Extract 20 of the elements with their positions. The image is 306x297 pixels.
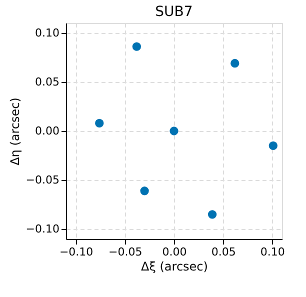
x-tick-label: 0.10 <box>260 246 285 258</box>
point <box>268 141 278 150</box>
point <box>208 210 217 219</box>
y-tick-label: 0.05 <box>35 75 60 88</box>
x-tick-label: −0.10 <box>59 246 94 258</box>
point <box>132 42 142 51</box>
x-tick-label: −0.05 <box>108 246 142 258</box>
x-tick-label: 0.05 <box>211 246 236 258</box>
point <box>140 186 149 196</box>
y-tick-label: −0.10 <box>26 222 60 236</box>
y-tick-label: 0.00 <box>35 124 60 138</box>
chart-title: SUB7 <box>155 4 193 20</box>
point <box>95 118 104 128</box>
x-tick-label: 0.00 <box>162 246 187 258</box>
y-axis-title: Δη (arcsec) <box>8 98 22 166</box>
point <box>170 126 178 136</box>
x-axis-title: Δξ (arcsec) <box>141 260 208 274</box>
point <box>230 58 240 68</box>
y-tick-label: −0.05 <box>26 174 60 187</box>
y-tick-label: 0.10 <box>35 26 60 40</box>
